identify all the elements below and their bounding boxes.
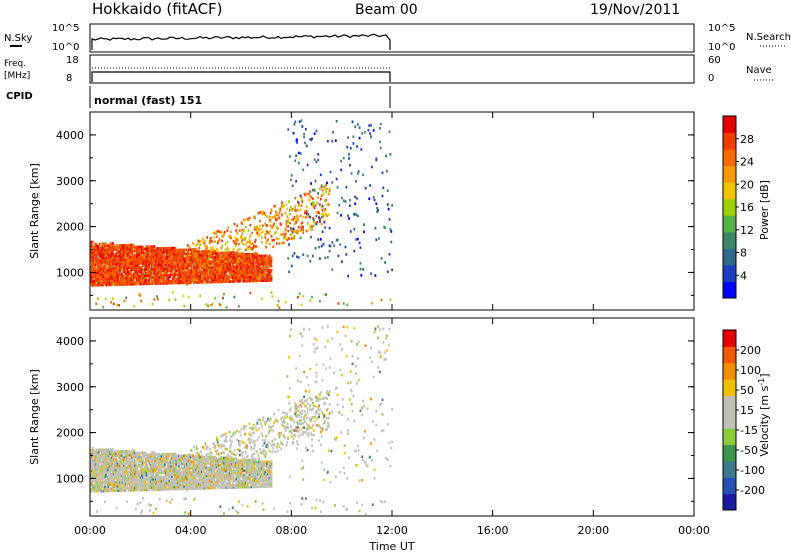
colorbar-tick-label: 20 <box>740 178 754 191</box>
noise-search-label: N.Search <box>746 32 791 43</box>
colorbar-segment <box>723 493 736 511</box>
velocity-panel: 1000 2000 3000 4000 Slant Range [km] 200 100… <box>28 317 772 517</box>
y-tick-label: 1000 <box>56 472 84 485</box>
colorbar-segment <box>723 198 736 216</box>
frequency-trace <box>91 71 391 82</box>
nave-label: Nave <box>746 65 772 76</box>
colorbar-segment <box>723 477 736 495</box>
colorbar-tick-label: -200 <box>740 484 765 497</box>
colorbar-segment <box>723 411 736 429</box>
velocity-y-ticks: 1000 2000 3000 4000 <box>56 335 694 502</box>
y-tick-label: 3000 <box>56 381 84 394</box>
noise-left-tick-low: 10^0 <box>52 42 79 53</box>
nave-tick-low: 0 <box>708 73 714 84</box>
nave-tick-high: 60 <box>708 55 721 66</box>
power-y-ticks: 1000 2000 3000 4000 <box>56 129 694 296</box>
time-axis-label: Time UT <box>368 540 414 553</box>
noise-right-tick-high: 10^5 <box>708 23 735 34</box>
colorbar-tick-label: -50 <box>740 444 758 457</box>
colorbar-tick-label: 24 <box>740 156 754 169</box>
y-tick-label: 1000 <box>56 266 84 279</box>
colorbar-segment <box>723 215 736 233</box>
noise-left-tick-high: 10^5 <box>52 23 79 34</box>
freq-unit-label: [MHz] <box>4 71 30 81</box>
time-tick-label: 00:00 <box>74 524 106 537</box>
colorbar-tick-label: 16 <box>740 201 754 214</box>
velocity-data-cells <box>90 325 394 516</box>
colorbar-segment <box>723 165 736 183</box>
power-y-label: Slant Range [km] <box>28 163 41 259</box>
colorbar-segment <box>723 346 736 364</box>
velocity-colorbar: 200 100 50 15 -15 -50 -100 -200 <box>722 329 765 511</box>
colorbar-tick-label: 200 <box>740 344 761 357</box>
colorbar-segment <box>723 231 736 249</box>
time-tick-label: 04:00 <box>175 524 207 537</box>
y-tick-label: 2000 <box>56 221 84 234</box>
date-title: 19/Nov/2011 <box>590 2 680 18</box>
time-tick-label: 16:00 <box>477 524 509 537</box>
colorbar-segment <box>723 132 736 150</box>
noise-sky-trace <box>91 33 391 50</box>
freq-tick-high: 18 <box>66 55 79 66</box>
colorbar-tick-label: -15 <box>740 424 758 437</box>
colorbar-segment <box>723 248 736 266</box>
cpid-value: normal (fast) 151 <box>94 94 202 107</box>
colorbar-segment <box>723 362 736 380</box>
freq-tick-low: 8 <box>66 73 72 84</box>
time-tick-label: 12:00 <box>376 524 408 537</box>
power-colorbar: 28 24 20 16 12 8 4 <box>722 115 754 299</box>
time-axis: 00:00 04:00 08:00 12:00 16:00 20:00 00:00 <box>74 112 710 537</box>
colorbar-tick-label: 12 <box>740 224 754 237</box>
colorbar-segment <box>723 281 736 299</box>
frequency-panel: Freq. [MHz] 18 8 60 0 Nave <box>4 54 774 84</box>
cpid-label: CPID <box>6 91 33 102</box>
y-tick-label: 4000 <box>56 335 84 348</box>
noise-right-tick-low: 10^0 <box>708 42 735 53</box>
power-colorbar-label: Power [dB] <box>758 180 771 240</box>
velocity-colorbar-label: Velocity [m s-1] <box>757 373 772 456</box>
power-panel: 1000 2000 3000 4000 Slant Range [km] 28 24 20… <box>28 111 771 311</box>
y-tick-label: 4000 <box>56 129 84 142</box>
colorbar-segment <box>723 116 736 134</box>
freq-label: Freq. <box>4 59 26 69</box>
colorbar-tick-label: 28 <box>740 133 754 146</box>
colorbar-segment <box>723 149 736 167</box>
colorbar-segment <box>723 330 736 347</box>
colorbar-tick-label: 15 <box>740 404 754 417</box>
colorbar-segment <box>723 395 736 413</box>
colorbar-tick-label: 100 <box>740 364 761 377</box>
station-title: Hokkaido (fitACF) <box>92 0 223 18</box>
colorbar-tick-label: 8 <box>740 247 747 260</box>
time-tick-label: 08:00 <box>275 524 307 537</box>
beam-title: Beam 00 <box>355 2 418 18</box>
noise-panel: N.Sky 10^5 10^0 10^5 10^0 N.Search <box>4 23 791 53</box>
power-data-cells <box>90 119 394 310</box>
time-tick-label: 20:00 <box>577 524 609 537</box>
colorbar-segment <box>723 428 736 446</box>
colorbar-tick-label: 50 <box>740 384 754 397</box>
y-tick-label: 3000 <box>56 175 84 188</box>
y-tick-label: 2000 <box>56 427 84 440</box>
colorbar-tick-label: 4 <box>740 269 747 282</box>
colorbar-segment <box>723 444 736 462</box>
velocity-y-label: Slant Range [km] <box>28 369 41 465</box>
noise-sky-label: N.Sky <box>4 33 32 44</box>
colorbar-segment <box>723 264 736 282</box>
colorbar-segment <box>723 460 736 478</box>
colorbar-tick-label: -100 <box>740 464 765 477</box>
colorbar-segment <box>723 379 736 396</box>
colorbar-segment <box>723 182 736 200</box>
time-tick-label: 00:00 <box>678 524 710 537</box>
